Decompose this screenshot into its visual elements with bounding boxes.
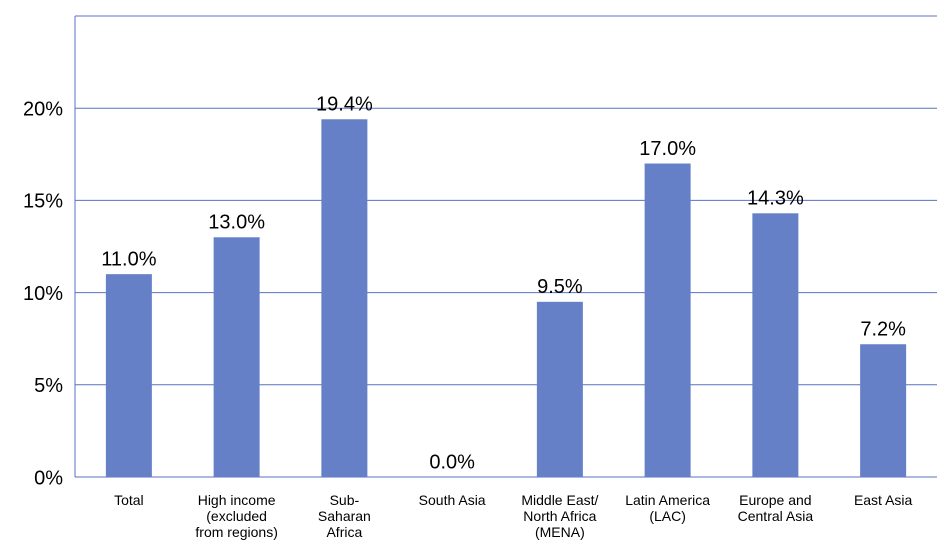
x-tick-label: High income (excluded from regions) (195, 492, 277, 540)
y-tick-label: 15% (23, 191, 63, 213)
x-tick-label: Latin America (LAC) (625, 492, 710, 524)
x-tick-label: South Asia (419, 492, 486, 508)
x-tick-label: Europe and Central Asia (738, 492, 814, 524)
value-label: 0.0% (429, 451, 475, 473)
value-label: 7.2% (860, 319, 906, 341)
x-tick-label: Total (114, 492, 144, 508)
value-label: 9.5% (537, 276, 583, 298)
bar (644, 163, 691, 477)
y-tick-label: 10% (23, 283, 63, 305)
y-tick-label: 20% (23, 98, 63, 120)
bar (321, 119, 368, 477)
x-tick-label: Sub-Saharan Africa (318, 492, 371, 540)
x-tick-label: Middle East/North Africa (MENA) (521, 492, 598, 540)
bar (536, 301, 583, 477)
value-label: 13.0% (208, 212, 265, 234)
bar (860, 344, 907, 477)
y-tick-label: 5% (34, 375, 63, 397)
x-tick-label: East Asia (854, 492, 913, 508)
bar (105, 274, 152, 477)
value-label: 14.3% (747, 188, 804, 210)
value-label: 17.0% (639, 138, 696, 160)
y-tick-label: 0% (34, 467, 63, 489)
bar (213, 237, 260, 477)
bar (752, 213, 799, 478)
value-label: 11.0% (101, 248, 156, 270)
value-label: 19.4% (316, 94, 373, 116)
